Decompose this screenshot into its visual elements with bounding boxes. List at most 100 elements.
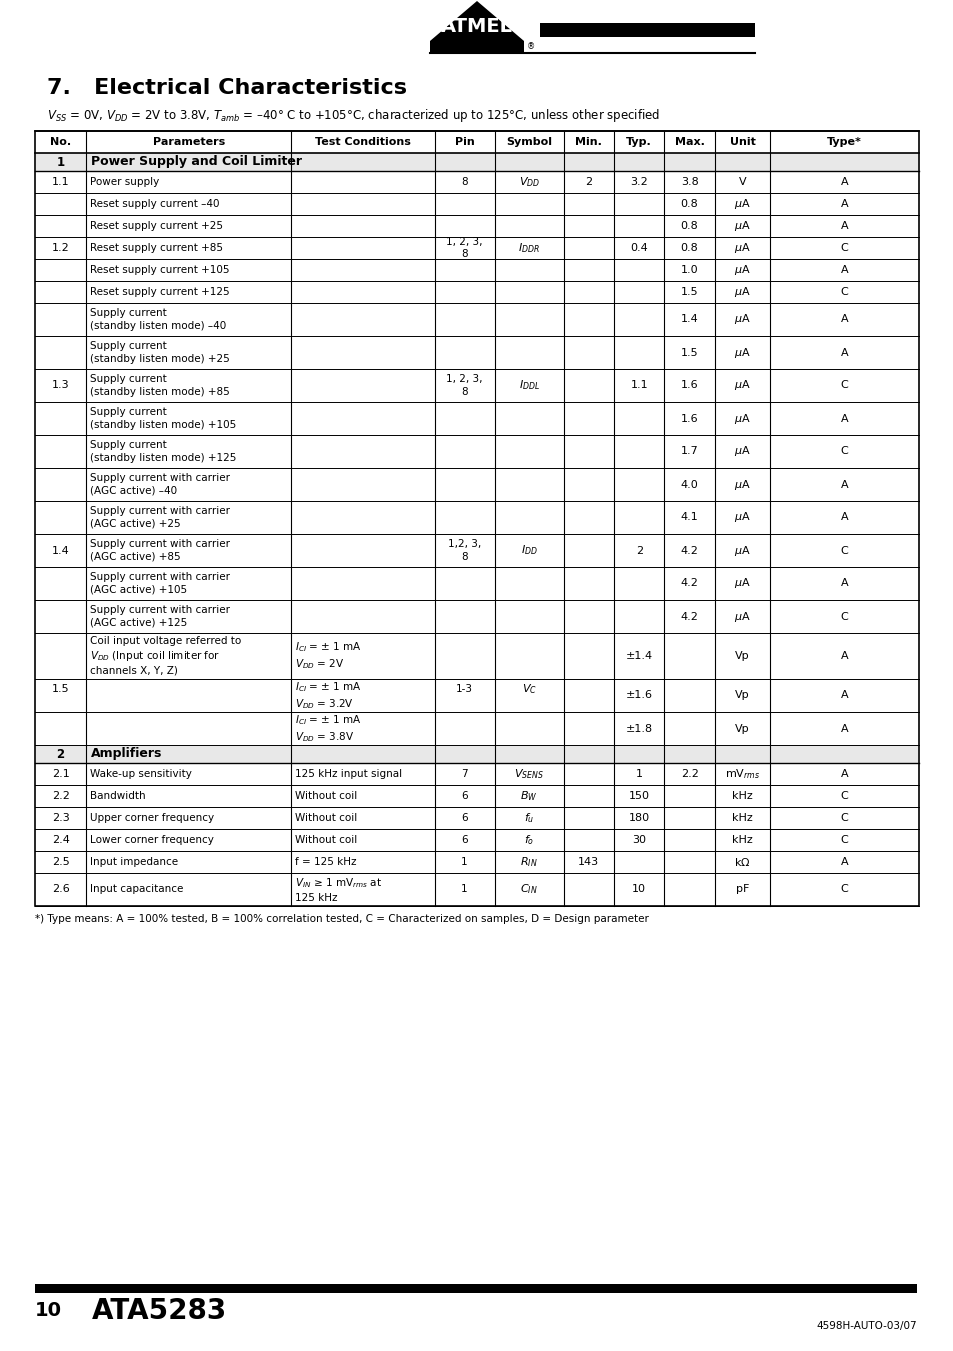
Text: C: C [840,885,848,894]
Polygon shape [430,1,523,53]
Text: *) Type means: A = 100% tested, B = 100% correlation tested, C = Characterized o: *) Type means: A = 100% tested, B = 100%… [35,915,648,924]
Text: $\mu$A: $\mu$A [734,263,750,277]
Text: $I_{CI}$ = ± 1 mA
$V_{DD}$ = 2V: $I_{CI}$ = ± 1 mA $V_{DD}$ = 2V [295,640,362,671]
Text: Supply current
(standby listen mode) +105: Supply current (standby listen mode) +10… [91,407,236,430]
Text: A: A [840,690,847,701]
Text: 2.4: 2.4 [51,835,70,844]
Text: 4.2: 4.2 [679,612,698,621]
Text: 180: 180 [628,813,649,823]
Bar [35,131,918,907]
Text: A: A [840,177,847,186]
Text: C: C [840,612,848,621]
Text: C: C [840,381,848,390]
Text: $\mu$A: $\mu$A [734,219,750,232]
Text: Lower corner frequency: Lower corner frequency [91,835,213,844]
Bar [35,746,918,763]
Text: ATA5283: ATA5283 [91,1297,227,1325]
Text: V: V [738,177,745,186]
Text: Vp: Vp [735,651,749,661]
Text: 1, 2, 3,
8: 1, 2, 3, 8 [446,374,482,397]
Text: 30: 30 [632,835,645,844]
Text: $I_{DDL}$: $I_{DDL}$ [518,378,539,392]
Text: 3.8: 3.8 [680,177,698,186]
Text: Parameters: Parameters [152,136,225,147]
Text: Supply current
(standby listen mode) +25: Supply current (standby listen mode) +25 [91,342,230,363]
Text: Power supply: Power supply [91,177,159,186]
Text: $I_{DD}$: $I_{DD}$ [520,543,537,558]
Text: Upper corner frequency: Upper corner frequency [91,813,214,823]
Text: 4.0: 4.0 [680,480,698,489]
Text: Reset supply current +105: Reset supply current +105 [91,265,230,276]
Text: ®: ® [526,42,535,51]
Text: 2.3: 2.3 [51,813,70,823]
Text: 2: 2 [56,747,65,761]
Bar [35,153,918,170]
Text: 1: 1 [56,155,65,169]
Text: 2.1: 2.1 [51,769,70,780]
Text: $\mu$A: $\mu$A [734,240,750,255]
Text: $I_{CI}$ = ± 1 mA
$V_{DD}$ = 3.8V: $I_{CI}$ = ± 1 mA $V_{DD}$ = 3.8V [295,713,362,744]
Text: Power Supply and Coil Limiter: Power Supply and Coil Limiter [91,155,302,169]
Text: 1-3: 1-3 [456,684,473,694]
Text: 1.5: 1.5 [51,684,70,694]
Text: 1.7: 1.7 [680,446,698,457]
Text: Input impedance: Input impedance [91,857,178,867]
Text: pF: pF [735,885,748,894]
Text: Without coil: Without coil [295,835,357,844]
Text: A: A [840,578,847,589]
Text: Pin: Pin [455,136,474,147]
Text: 2.2: 2.2 [51,790,70,801]
Text: Bandwidth: Bandwidth [91,790,146,801]
Text: 7: 7 [461,769,467,780]
Text: Amplifiers: Amplifiers [91,747,162,761]
Text: $\mu$A: $\mu$A [734,577,750,590]
Text: Supply current with carrier
(AGC active) +125: Supply current with carrier (AGC active)… [91,605,230,628]
Text: 4.2: 4.2 [679,546,698,555]
Text: A: A [840,265,847,276]
Text: Reset supply current +85: Reset supply current +85 [91,243,223,253]
Text: A: A [840,724,847,734]
Text: Reset supply current –40: Reset supply current –40 [91,199,219,209]
Text: No.: No. [50,136,71,147]
Text: 4.2: 4.2 [679,578,698,589]
Bar [539,23,754,36]
Text: C: C [840,286,848,297]
Text: Input capacitance: Input capacitance [91,885,184,894]
Text: $V_C$: $V_C$ [521,682,537,696]
Text: Supply current with carrier
(AGC active) –40: Supply current with carrier (AGC active)… [91,473,230,496]
Text: $\mu$A: $\mu$A [734,609,750,624]
Text: ±1.6: ±1.6 [625,690,652,701]
Text: $\mu$A: $\mu$A [734,312,750,327]
Text: 1.1: 1.1 [51,177,70,186]
Text: 1.6: 1.6 [680,381,698,390]
Text: C: C [840,446,848,457]
Text: A: A [840,413,847,423]
Text: k$\Omega$: k$\Omega$ [734,857,750,867]
Text: A: A [840,512,847,523]
Text: 1.1: 1.1 [630,381,647,390]
Text: 1,2, 3,
8: 1,2, 3, 8 [448,539,480,562]
Text: A: A [840,480,847,489]
Text: 4598H-AUTO-03/07: 4598H-AUTO-03/07 [816,1321,916,1331]
Text: 1: 1 [461,857,467,867]
Text: 6: 6 [461,835,467,844]
Text: kHz: kHz [732,790,752,801]
Text: C: C [840,243,848,253]
Text: Vp: Vp [735,690,749,701]
Text: A: A [840,347,847,358]
Text: Unit: Unit [729,136,755,147]
Text: Supply current with carrier
(AGC active) +85: Supply current with carrier (AGC active)… [91,539,230,562]
Text: Typ.: Typ. [626,136,652,147]
Text: 4.1: 4.1 [680,512,698,523]
Text: Without coil: Without coil [295,790,357,801]
Text: 0.8: 0.8 [680,199,698,209]
Text: $V_{IN}$ ≥ 1 mV$_{rms}$ at
125 kHz: $V_{IN}$ ≥ 1 mV$_{rms}$ at 125 kHz [295,877,382,902]
Text: 0.4: 0.4 [630,243,647,253]
Text: A: A [840,222,847,231]
Text: kHz: kHz [732,835,752,844]
Text: 1: 1 [461,885,467,894]
Text: 1.5: 1.5 [680,347,698,358]
Text: Reset supply current +25: Reset supply current +25 [91,222,223,231]
Text: Supply current
(standby listen mode) +125: Supply current (standby listen mode) +12… [91,440,236,462]
Text: 0.8: 0.8 [680,243,698,253]
